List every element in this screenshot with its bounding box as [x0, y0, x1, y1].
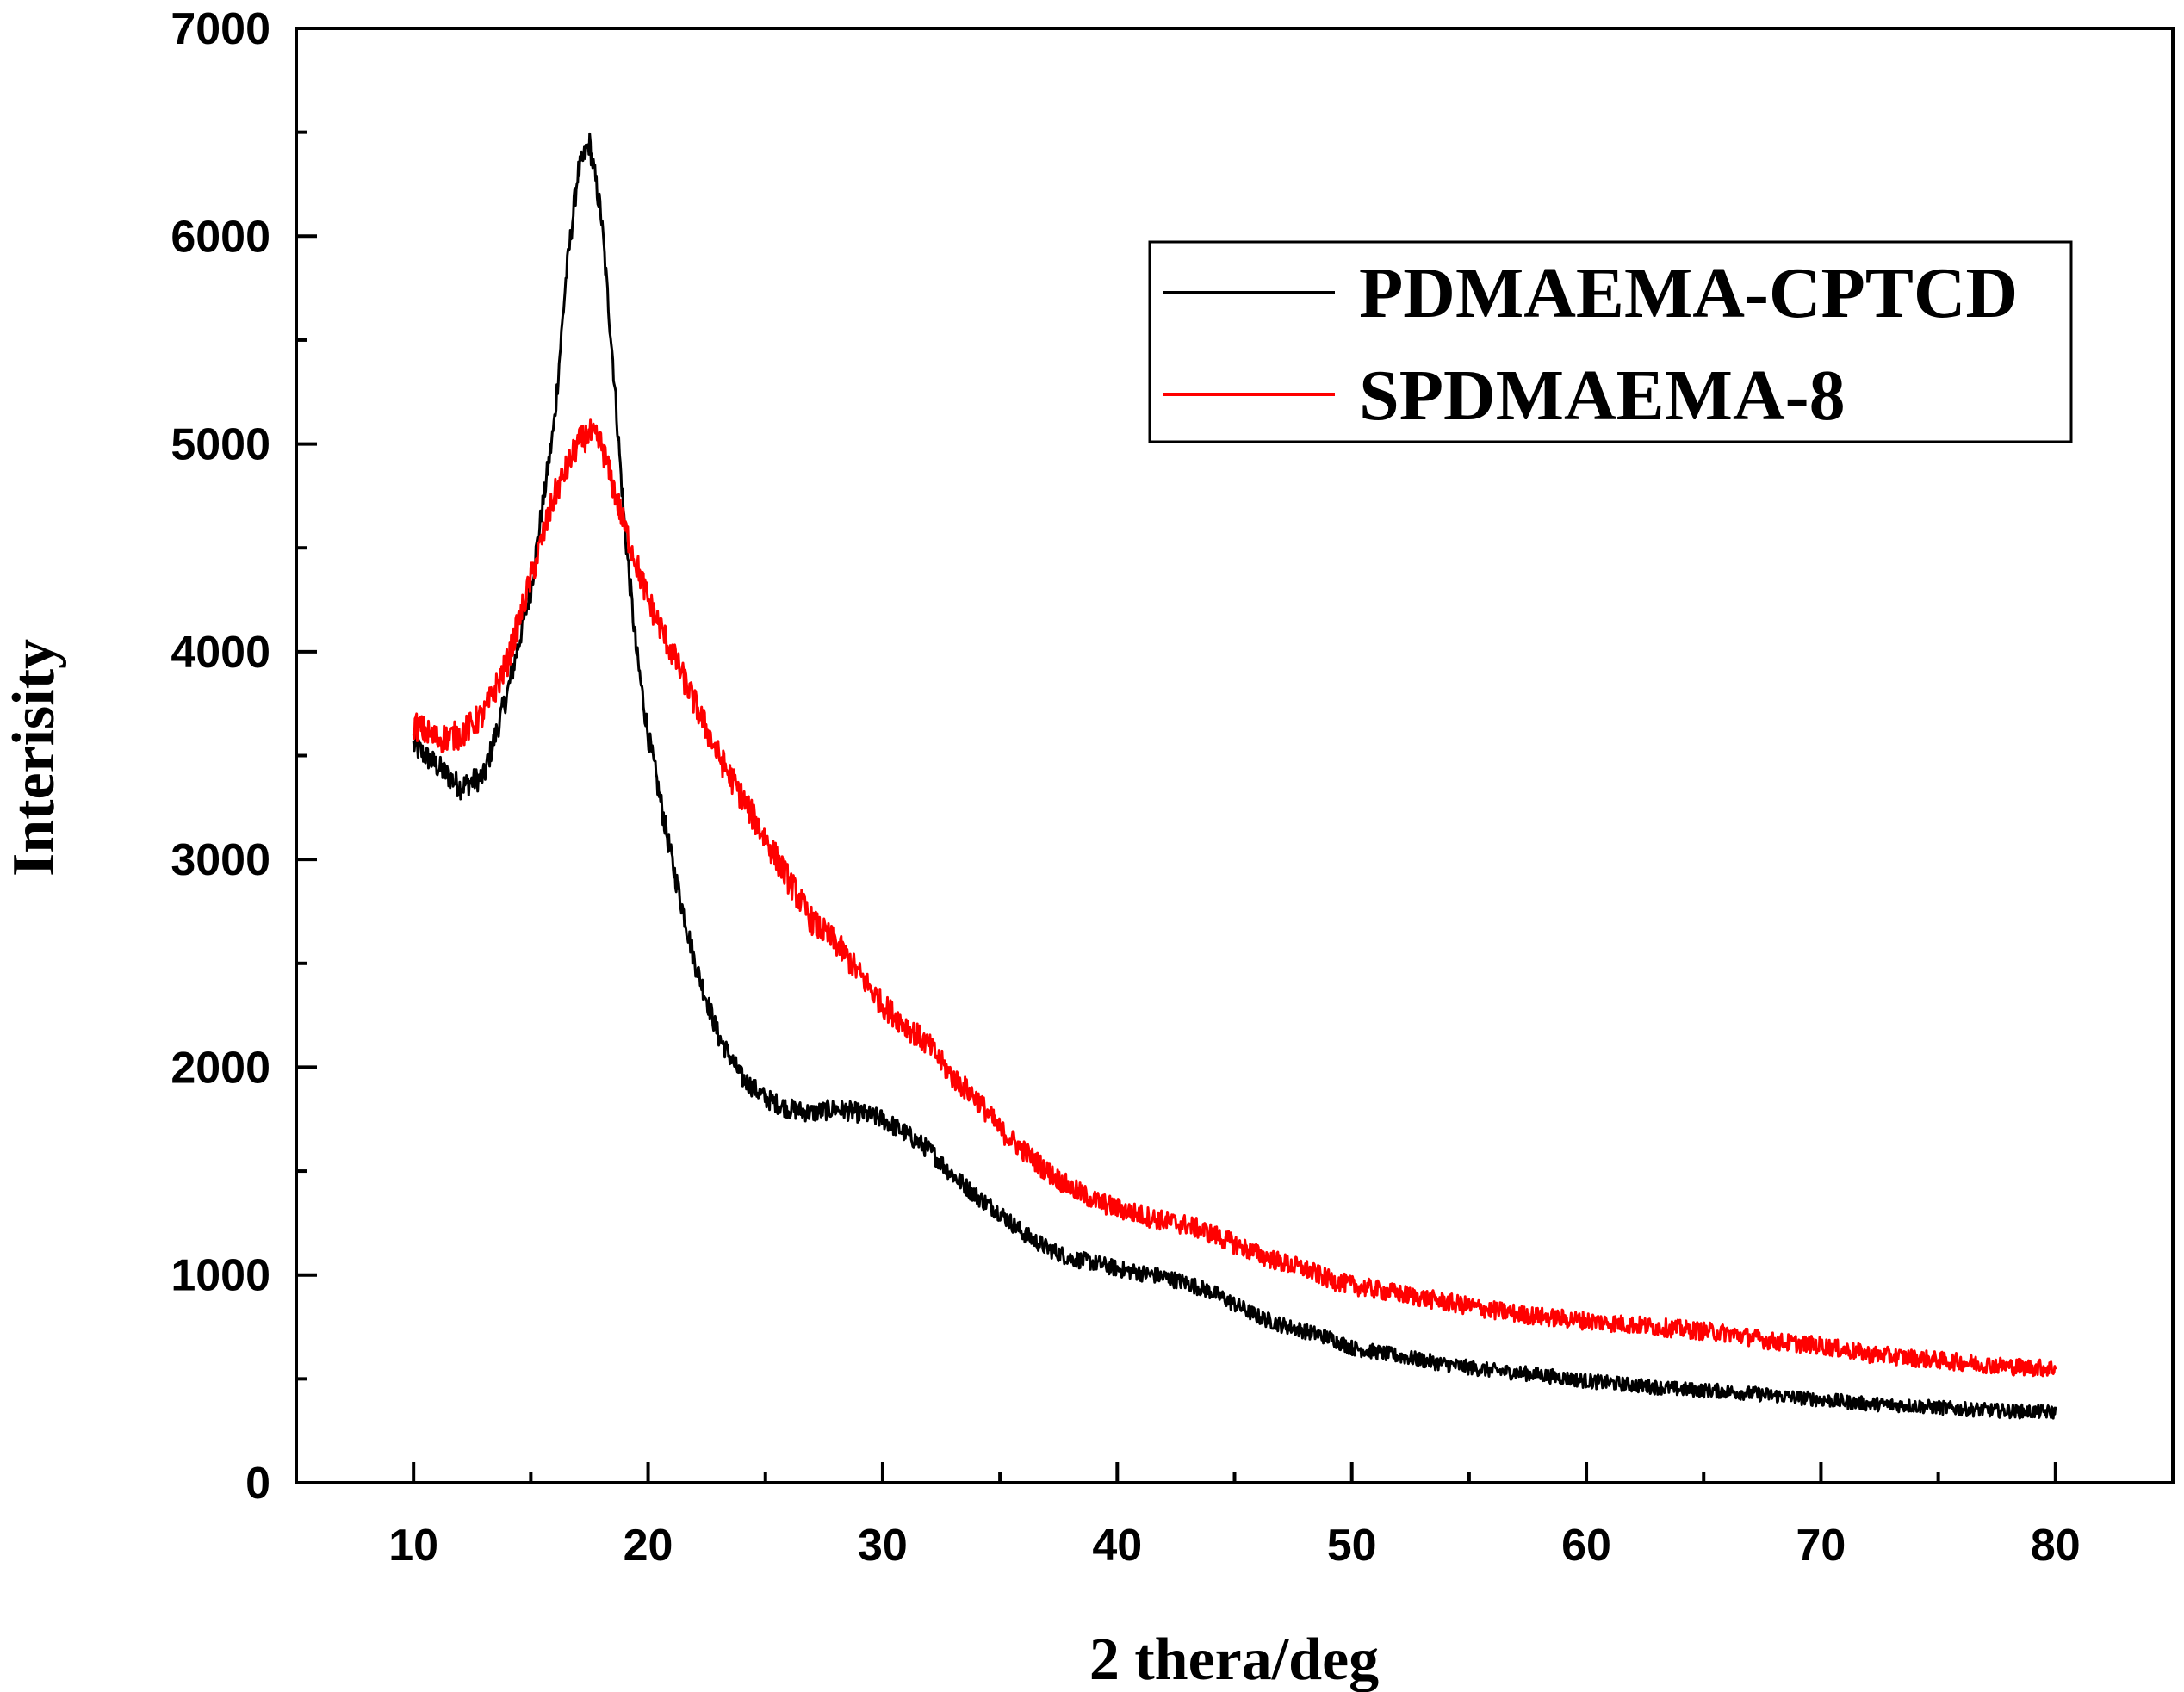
x-tick-label-40: 40 [1092, 1521, 1142, 1571]
y-tick-label-6000: 6000 [171, 212, 270, 262]
x-axis-title: 2 thera/deg [1089, 1627, 1379, 1692]
x-tick-label-10: 10 [388, 1521, 438, 1571]
x-tick-label-70: 70 [1796, 1521, 1846, 1571]
legend-box [1148, 240, 2073, 443]
y-tick-label-0: 0 [245, 1459, 270, 1509]
x-tick-label-30: 30 [858, 1521, 908, 1571]
legend: PDMAEMA-CPTCD SPDMAEMA-8 [1148, 240, 2073, 443]
y-tick-label-1000: 1000 [171, 1251, 270, 1301]
y-tick-label-2000: 2000 [171, 1043, 270, 1093]
x-tick-label-50: 50 [1327, 1521, 1377, 1571]
legend-label-spdmaema-8: SPDMAEMA-8 [1359, 356, 1846, 436]
legend-label-pdmaema-cptcd: PDMAEMA-CPTCD [1359, 253, 2018, 333]
labels-layer: 10 20 30 40 50 60 70 80 0 1000 2000 3000 4000 5000 600… [171, 4, 2080, 1571]
y-tick-label-7000: 7000 [171, 4, 270, 54]
y-tick-label-5000: 5000 [171, 420, 270, 470]
series-line-spdmaema-8 [412, 418, 2057, 1378]
x-tick-label-20: 20 [624, 1521, 673, 1571]
series-line-pdmaema-cptcd [412, 132, 2057, 1420]
x-tick-label-60: 60 [1561, 1521, 1611, 1571]
series-layer [412, 132, 2057, 1420]
y-tick-label-4000: 4000 [171, 628, 270, 678]
y-axis-title: Interisity [1, 639, 67, 877]
x-tick-label-80: 80 [2031, 1521, 2081, 1571]
ticks-layer [296, 27, 2057, 1484]
y-tick-label-3000: 3000 [171, 835, 270, 885]
